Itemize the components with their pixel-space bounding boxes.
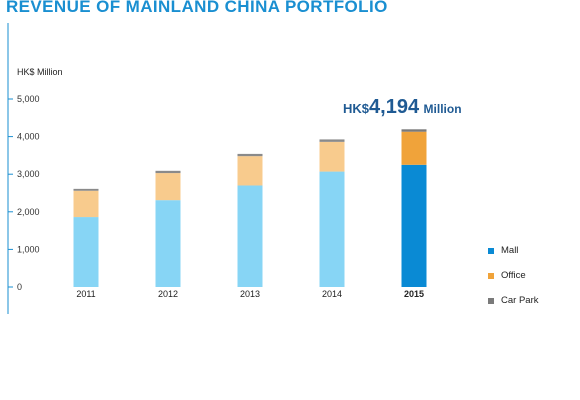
y-tick-label: 0 (17, 282, 22, 292)
legend-item-mall: Mall (488, 238, 538, 263)
x-tick-label-2013: 2013 (240, 289, 260, 299)
bar-car-park-2014 (319, 139, 345, 142)
bar-car-park-2013 (237, 153, 263, 157)
x-tick-label-2011: 2011 (76, 289, 95, 299)
annotation-value: 4,194 (369, 96, 420, 118)
bar-mall-2015 (401, 164, 427, 287)
y-tick-label: 5,000 (17, 94, 40, 104)
bar-office-2015 (401, 131, 427, 165)
y-tick-label: 1,000 (17, 244, 40, 254)
x-tick-label-2015: 2015 (404, 289, 424, 299)
chart-legend: Mall Office Car Park (488, 238, 538, 313)
legend-item-car-park: Car Park (488, 288, 538, 313)
legend-item-office: Office (488, 263, 538, 288)
bar-mall-2011 (73, 217, 99, 287)
legend-label-office: Office (501, 270, 526, 281)
x-tick-label-2012: 2012 (158, 289, 178, 299)
annotation-prefix: HK$ (343, 101, 370, 116)
bar-mall-2014 (319, 171, 345, 287)
bar-office-2011 (73, 190, 99, 218)
legend-swatch-office (488, 272, 494, 279)
chart-title: REVENUE OF MAINLAND CHINA PORTFOLIO (6, 0, 388, 16)
bar-car-park-2015 (401, 129, 427, 132)
bar-car-park-2011 (73, 188, 99, 191)
bar-mall-2012 (155, 200, 181, 287)
y-axis-unit-label: HK$ Million (17, 67, 63, 77)
legend-swatch-mall (488, 247, 494, 254)
bar-office-2012 (155, 173, 181, 201)
y-tick-label: 4,000 (17, 132, 40, 142)
legend-swatch-car-park (488, 297, 494, 304)
x-tick-label-2014: 2014 (322, 289, 342, 299)
total-revenue-annotation: HK$4,194 Million (343, 96, 462, 119)
bar-mall-2013 (237, 185, 263, 287)
bar-car-park-2012 (155, 170, 181, 174)
bar-office-2014 (319, 141, 345, 172)
annotation-suffix: Million (423, 102, 462, 116)
legend-label-mall: Mall (501, 245, 519, 256)
y-tick-label: 3,000 (17, 169, 40, 179)
y-tick-label: 2,000 (17, 207, 40, 217)
bar-office-2013 (237, 156, 263, 186)
legend-label-car-park: Car Park (501, 295, 539, 306)
